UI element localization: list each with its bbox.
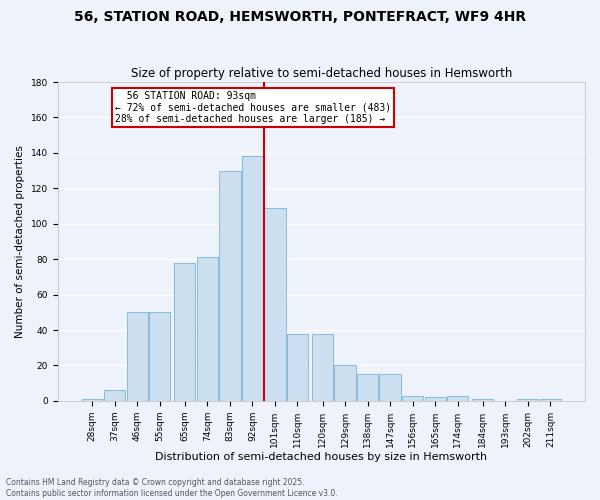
Bar	[219, 170, 241, 401]
Bar	[425, 398, 446, 401]
Text: 56, STATION ROAD, HEMSWORTH, PONTEFRACT, WF9 4HR: 56, STATION ROAD, HEMSWORTH, PONTEFRACT,…	[74, 10, 526, 24]
Bar	[447, 396, 469, 401]
Text: 56 STATION ROAD: 93sqm  
← 72% of semi-detached houses are smaller (483)
28% of : 56 STATION ROAD: 93sqm ← 72% of semi-det…	[115, 91, 391, 124]
Y-axis label: Number of semi-detached properties: Number of semi-detached properties	[15, 145, 25, 338]
Bar	[472, 399, 493, 401]
Bar	[540, 399, 561, 401]
Bar	[127, 312, 148, 401]
Bar	[104, 390, 125, 401]
Bar	[312, 334, 333, 401]
X-axis label: Distribution of semi-detached houses by size in Hemsworth: Distribution of semi-detached houses by …	[155, 452, 487, 462]
Bar	[264, 208, 286, 401]
Bar	[379, 374, 401, 401]
Bar	[517, 399, 538, 401]
Bar	[197, 258, 218, 401]
Bar	[174, 262, 196, 401]
Bar	[149, 312, 170, 401]
Bar	[287, 334, 308, 401]
Bar	[402, 396, 424, 401]
Bar	[334, 366, 356, 401]
Title: Size of property relative to semi-detached houses in Hemsworth: Size of property relative to semi-detach…	[131, 66, 512, 80]
Bar	[357, 374, 378, 401]
Bar	[82, 399, 103, 401]
Bar	[242, 156, 263, 401]
Text: Contains HM Land Registry data © Crown copyright and database right 2025.
Contai: Contains HM Land Registry data © Crown c…	[6, 478, 338, 498]
